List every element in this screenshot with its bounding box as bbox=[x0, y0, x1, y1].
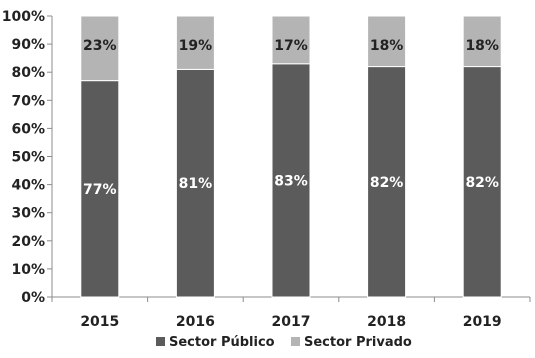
y-tick-label: 10% bbox=[11, 262, 45, 278]
y-axis: 0% 10% 20% 30% 40% 50% 60% 70% 80% 90% 100% bbox=[2, 9, 53, 306]
y-tick-label: 70% bbox=[11, 93, 45, 109]
data-label: 23% bbox=[83, 38, 117, 54]
x-tick-label: 2018 bbox=[367, 314, 406, 330]
y-tick-label: 40% bbox=[11, 178, 45, 194]
bar-segment bbox=[367, 15, 407, 68]
legend-label: Sector Privado bbox=[304, 335, 412, 350]
data-label: 81% bbox=[179, 176, 213, 192]
bar-segment bbox=[80, 15, 120, 82]
x-tick-label: 2019 bbox=[463, 314, 502, 330]
bar-segment bbox=[271, 63, 311, 298]
y-tick-label: 100% bbox=[2, 9, 45, 25]
legend-label: Sector Público bbox=[169, 335, 275, 350]
y-tick-label: 80% bbox=[11, 65, 45, 81]
data-label: 77% bbox=[83, 182, 117, 198]
bar-segment bbox=[462, 15, 502, 68]
y-tick-label: 90% bbox=[11, 37, 45, 53]
bar-segment bbox=[367, 66, 407, 298]
data-label: 82% bbox=[370, 175, 404, 191]
data-label: 18% bbox=[465, 38, 499, 54]
data-label: 19% bbox=[179, 38, 213, 54]
data-label: 82% bbox=[465, 175, 499, 191]
bars: 77% 23% 81% 19% 83% 17% 82% 18% 82% 18% bbox=[80, 15, 502, 298]
bar-segment bbox=[271, 15, 311, 65]
bar-segment bbox=[175, 15, 215, 70]
y-tick-label: 0% bbox=[21, 290, 45, 306]
y-tick-label: 50% bbox=[11, 150, 45, 166]
legend-swatch bbox=[291, 337, 300, 346]
x-tick-label: 2017 bbox=[272, 314, 311, 330]
x-tick-label: 2016 bbox=[176, 314, 215, 330]
legend-swatch bbox=[156, 337, 165, 346]
y-tick-label: 20% bbox=[11, 234, 45, 250]
bar-segment bbox=[175, 68, 215, 298]
y-tick-label: 60% bbox=[11, 121, 45, 137]
data-label: 18% bbox=[370, 38, 404, 54]
x-tick-label: 2015 bbox=[80, 314, 119, 330]
bar-segment bbox=[462, 66, 502, 298]
legend: Sector Público Sector Privado bbox=[156, 335, 412, 350]
x-axis: 2015 2016 2017 2018 2019 bbox=[51, 296, 531, 330]
data-label: 83% bbox=[274, 173, 308, 189]
data-label: 17% bbox=[274, 38, 308, 54]
y-tick-label: 30% bbox=[11, 206, 45, 222]
